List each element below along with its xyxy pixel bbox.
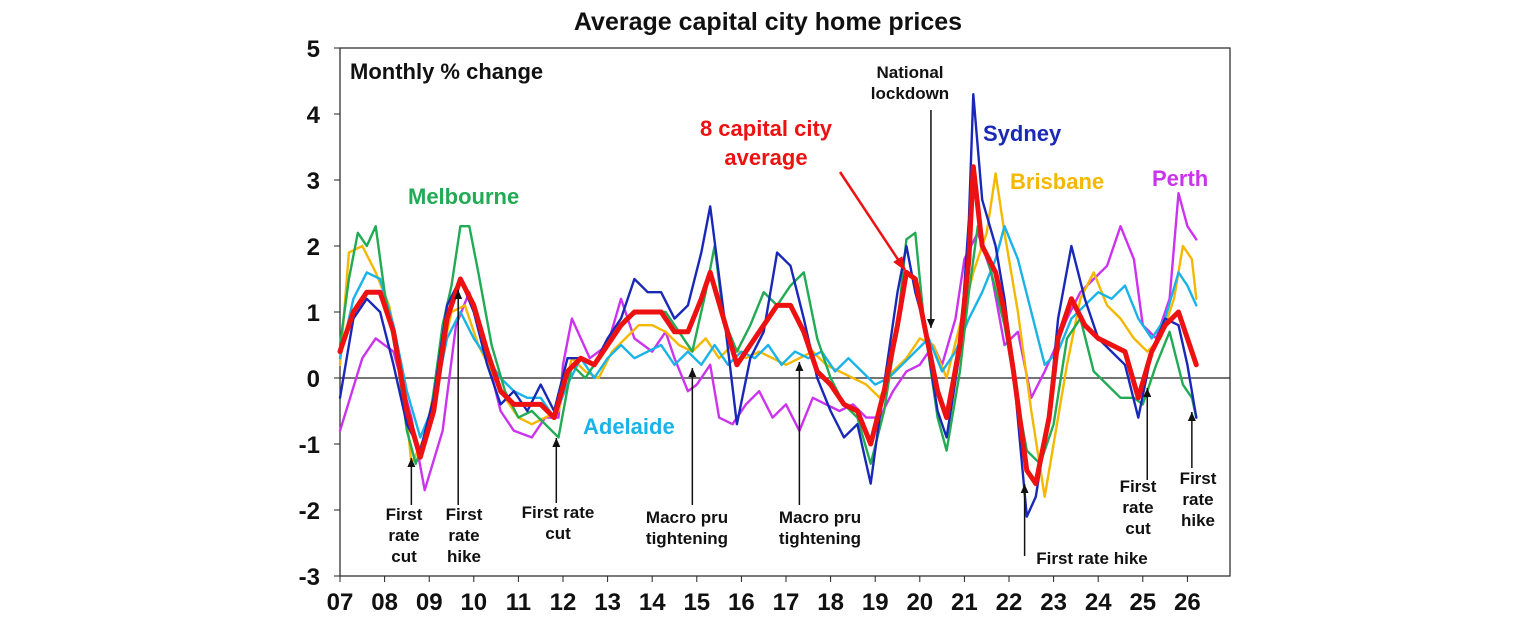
annotation-label: rate <box>448 526 479 545</box>
annotation-label: First <box>446 505 483 524</box>
x-tick-label: 14 <box>639 589 666 616</box>
annotation-arrowhead <box>552 438 561 447</box>
annotation-label: cut <box>545 524 571 543</box>
y-tick-label: 1 <box>307 300 320 327</box>
series-line-adelaide <box>338 225 1198 439</box>
annotation-label: tightening <box>779 529 861 548</box>
x-axis: 07 08 09 10 11 12 13 14 15 16 17 18 19 20 21 22 23 24 25 26 <box>327 576 1201 616</box>
x-tick-label: 21 <box>951 589 978 616</box>
x-tick-label: 24 <box>1085 589 1112 616</box>
average-arrowhead <box>893 256 906 272</box>
annotation-arrowhead <box>688 368 697 377</box>
series-line-perth <box>338 192 1198 492</box>
annotation-label: hike <box>447 547 481 566</box>
annotation-arrowhead <box>454 290 463 299</box>
x-tick-label: 18 <box>817 589 844 616</box>
annotation-arrowhead <box>1187 412 1196 421</box>
annotation-arrowhead <box>795 362 804 371</box>
y-tick-label: -1 <box>299 432 320 459</box>
y-tick-label: 4 <box>307 102 321 129</box>
x-tick-label: 15 <box>683 589 710 616</box>
x-tick-label: 22 <box>996 589 1023 616</box>
annotation-label: First rate <box>522 503 595 522</box>
annotation-label: cut <box>1125 519 1151 538</box>
x-tick-label: 13 <box>594 589 621 616</box>
x-tick-label: 17 <box>773 589 800 616</box>
x-tick-label: 07 <box>327 589 354 616</box>
annotation-arrowhead <box>926 319 935 328</box>
x-tick-label: 19 <box>862 589 889 616</box>
series-labels: Melbourne Adelaide Sydney Brisbane Perth 8 ca… <box>408 116 1208 439</box>
y-tick-label: 5 <box>307 36 320 63</box>
x-tick-label: 25 <box>1129 589 1156 616</box>
y-tick-label: 3 <box>307 168 320 195</box>
series-line-melbourne <box>338 225 1198 465</box>
annotation-label: First rate hike <box>1036 549 1148 568</box>
x-tick-label: 09 <box>416 589 443 616</box>
y-tick-label: -2 <box>299 498 320 525</box>
y-tick-label: 0 <box>307 366 320 393</box>
annotation-arrowhead <box>1143 388 1152 397</box>
x-tick-label: 20 <box>906 589 933 616</box>
annotation-label: rate <box>1122 498 1153 517</box>
annotation-arrowhead <box>407 458 416 467</box>
series-label-brisbane: Brisbane <box>1010 169 1104 194</box>
y-tick-label: -3 <box>299 564 320 591</box>
annotation-label: First <box>386 505 423 524</box>
x-tick-label: 16 <box>728 589 755 616</box>
chart-subtitle: Monthly % change <box>350 59 543 84</box>
annotation-label: Macro pru <box>646 508 728 527</box>
chart-title: Average capital city home prices <box>574 8 962 36</box>
series-label-melbourne: Melbourne <box>408 184 519 209</box>
series-label-8-capital-city-average: average <box>724 145 807 170</box>
annotation-label: tightening <box>646 529 728 548</box>
annotation-label: First <box>1120 477 1157 496</box>
average-arrow <box>838 171 907 271</box>
annotation-label: rate <box>388 526 419 545</box>
x-tick-label: 23 <box>1040 589 1067 616</box>
series-label-perth: Perth <box>1152 166 1208 191</box>
x-tick-label: 10 <box>460 589 487 616</box>
x-tick-label: 12 <box>550 589 577 616</box>
annotation-label: lockdown <box>871 84 949 103</box>
series-lines <box>337 93 1199 518</box>
annotations: First rate cut First rate hike First rate cut Ma… <box>386 63 1217 568</box>
annotation-label: cut <box>391 547 417 566</box>
annotation-label: Macro pru <box>779 508 861 527</box>
series-label-8-capital-city-average: 8 capital city <box>700 116 833 141</box>
series-label-sydney: Sydney <box>983 121 1062 146</box>
series-label-adelaide: Adelaide <box>583 414 675 439</box>
y-axis: -3 -2 -1 0 1 2 3 4 5 <box>299 36 340 591</box>
annotation-arrowhead <box>1020 484 1029 493</box>
y-tick-label: 2 <box>307 234 320 261</box>
annotation-label: rate <box>1182 490 1213 509</box>
annotation-label: National <box>876 63 943 82</box>
series-line-8-capital-city-average <box>337 164 1199 487</box>
x-tick-label: 26 <box>1174 589 1201 616</box>
x-tick-label: 08 <box>371 589 398 616</box>
annotation-label: First <box>1180 469 1217 488</box>
x-tick-label: 11 <box>506 589 531 616</box>
annotation-label: hike <box>1181 511 1215 530</box>
